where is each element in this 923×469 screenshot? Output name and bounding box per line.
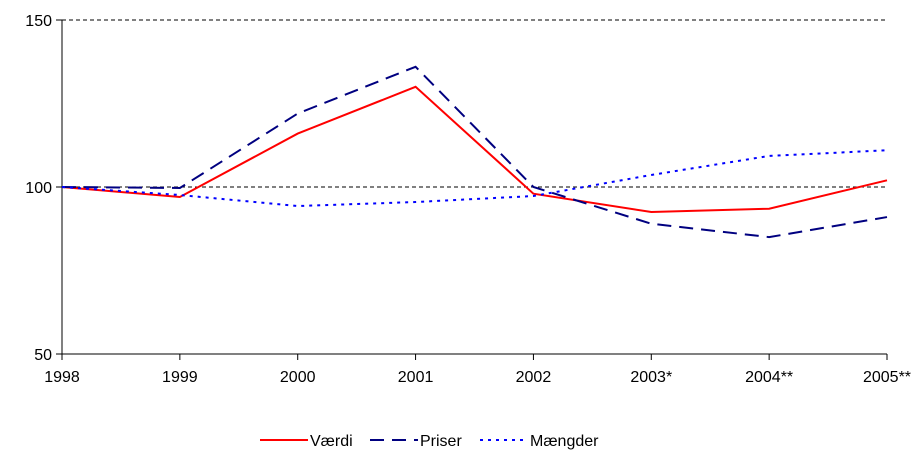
x-tick-label: 2001 <box>398 369 434 386</box>
series-line <box>61 149 888 208</box>
x-tick-label: 2003* <box>630 369 672 386</box>
x-tick-label: 2000 <box>280 369 316 386</box>
x-tick-label: 1999 <box>162 369 198 386</box>
y-tick-label: 150 <box>25 13 52 30</box>
legend-label: Mængder <box>530 433 599 450</box>
y-tick-label: 50 <box>34 347 52 364</box>
legend-label: Værdi <box>310 433 353 450</box>
series-line <box>61 65 888 239</box>
y-tick-label: 100 <box>25 180 52 197</box>
series-line <box>61 85 888 214</box>
x-tick-label: 2004** <box>745 369 793 386</box>
x-tick-label: 2002 <box>516 369 552 386</box>
x-tick-label: 2005** <box>863 369 911 386</box>
legend-label: Priser <box>420 433 462 450</box>
x-tick-label: 1998 <box>44 369 80 386</box>
